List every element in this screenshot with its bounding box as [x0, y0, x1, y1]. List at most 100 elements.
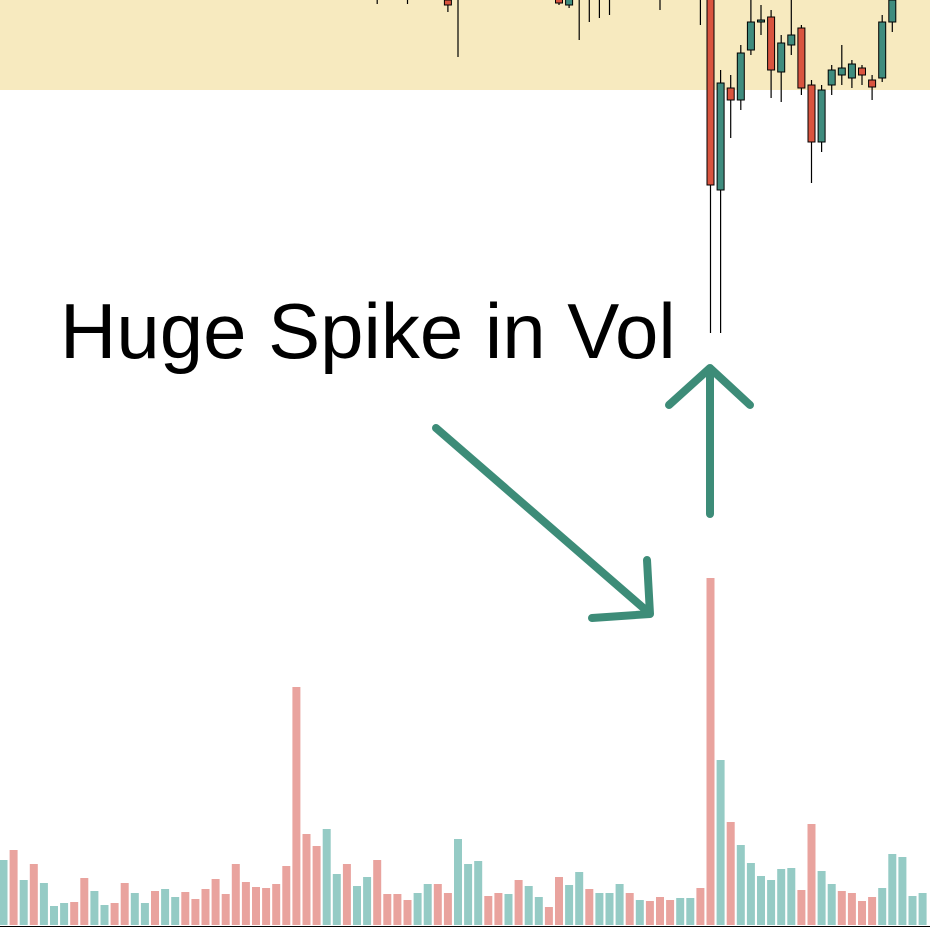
volume-bar	[252, 887, 260, 925]
candle-body	[706, 0, 715, 186]
volume-bar	[787, 868, 796, 925]
volume-bar	[544, 907, 553, 925]
volume-bar	[151, 891, 159, 925]
volume-bar	[706, 578, 715, 925]
volume-bar	[908, 896, 917, 925]
volume-bar	[595, 893, 604, 925]
volume-bar	[746, 863, 755, 925]
volume-bar	[282, 866, 291, 925]
volume-bar	[443, 893, 452, 925]
volume-bar	[494, 893, 503, 925]
volume-bar	[100, 905, 109, 925]
volume-bar	[514, 880, 523, 925]
volume-bar	[858, 901, 866, 925]
candles	[376, 0, 897, 333]
volume-bar	[19, 880, 28, 925]
volume-bar	[9, 850, 18, 925]
volume-bar	[241, 882, 250, 925]
volume-bar	[757, 876, 765, 925]
volume-bar	[666, 900, 675, 925]
volume-bar	[605, 893, 614, 925]
volume-bar	[807, 824, 816, 925]
volume-bar	[191, 899, 200, 925]
volume-bar	[302, 834, 311, 925]
volume-bar	[878, 888, 887, 925]
volume-bar	[767, 880, 776, 925]
volume-bar	[383, 894, 392, 925]
volume-bar	[898, 857, 907, 925]
volume-bar	[110, 903, 119, 925]
candle-body	[847, 63, 856, 79]
volume-bar	[90, 891, 99, 925]
candle-body	[837, 67, 846, 76]
volume-bar	[474, 861, 483, 925]
volume-bar	[484, 896, 493, 925]
candle-body	[746, 21, 755, 51]
volume-bar	[130, 893, 139, 925]
volume-bar	[181, 892, 190, 925]
volume-bar	[39, 883, 48, 925]
volume-bar	[888, 854, 897, 925]
volume-bar	[726, 822, 735, 925]
volume-bar	[615, 884, 624, 925]
candle-body	[443, 0, 452, 6]
volume-bar	[322, 829, 331, 925]
volume-bar	[676, 898, 685, 925]
volume-bar	[0, 860, 8, 925]
volume-bar	[635, 900, 644, 925]
candle-body	[757, 19, 765, 23]
volume-bar	[373, 860, 382, 925]
volume-bar	[80, 878, 89, 925]
volume-bar	[50, 906, 58, 925]
volume-bar	[231, 864, 240, 925]
volume-bar	[696, 888, 705, 925]
arrows	[432, 364, 754, 622]
volume-bar	[524, 886, 533, 925]
volume-bar	[797, 890, 806, 925]
volume-bar	[645, 901, 654, 925]
volume-bar	[686, 898, 695, 925]
candle-body	[807, 84, 816, 143]
volume-bar	[292, 687, 301, 925]
candle-body	[787, 34, 796, 46]
volume-bar	[272, 884, 281, 925]
diagonal-arrow	[432, 424, 654, 622]
volume-bar	[171, 897, 180, 925]
volume-bar	[565, 885, 574, 925]
volume-bar	[211, 879, 220, 925]
up-arrow	[665, 364, 754, 518]
candle-body	[565, 0, 574, 6]
candle-body	[777, 42, 786, 73]
volume-bar	[403, 900, 412, 925]
candle-body	[726, 87, 735, 101]
candle-body	[716, 82, 725, 191]
volume-bar	[585, 889, 594, 925]
candle-body	[888, 0, 897, 23]
volume-bar	[60, 903, 69, 925]
volume-bar	[454, 839, 462, 925]
candle-body	[767, 16, 776, 71]
volume-bar	[201, 889, 210, 925]
candle-body	[868, 79, 877, 88]
annotation: Huge Spike in Vol	[60, 287, 676, 375]
volume-bar	[504, 894, 513, 925]
candle-body	[736, 52, 745, 101]
volume-bar	[433, 884, 442, 925]
volume-bar	[817, 871, 826, 925]
volume-bar	[656, 897, 664, 925]
volume-bar	[534, 897, 543, 925]
volume-bar	[221, 894, 230, 925]
volume-bar	[70, 902, 79, 925]
volume-bar	[262, 888, 271, 925]
volume-bar	[342, 864, 351, 925]
volume-bar	[353, 886, 361, 925]
candle-body	[797, 27, 806, 89]
volume-bar	[918, 893, 927, 925]
volume-bar	[312, 846, 321, 925]
volume-bar	[827, 884, 836, 925]
volume-bar	[120, 883, 129, 925]
volume-bar	[161, 889, 170, 925]
candle-body	[817, 89, 826, 143]
